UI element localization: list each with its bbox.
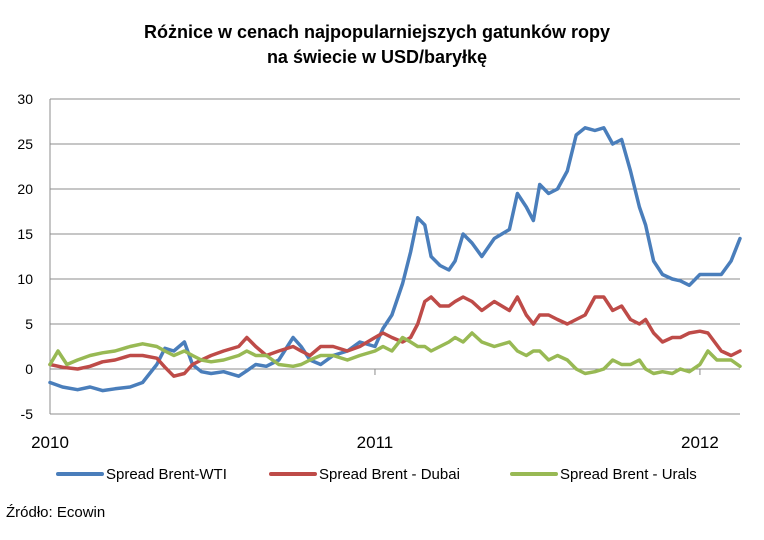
y-tick-label: 10	[17, 271, 33, 287]
series-line	[48, 295, 742, 378]
y-tick-label: 15	[17, 226, 33, 242]
y-tick-label: 5	[25, 316, 33, 332]
y-tick-label: 25	[17, 136, 33, 152]
y-axis-tick-labels: 30 25 20 15 10 5 0 -5	[17, 91, 33, 422]
series-line	[48, 126, 742, 393]
x-tick-label: 2012	[681, 433, 719, 452]
legend-label: Spread Brent - Dubai	[319, 466, 460, 483]
y-tick-label: 20	[17, 181, 33, 197]
chart-title-line-2: na świecie w USD/baryłkę	[267, 47, 487, 67]
x-axis: 2010 2011 2012	[31, 368, 740, 452]
series-lines	[48, 126, 742, 393]
source-note: Źródło: Ecowin	[6, 504, 105, 521]
x-tick-label: 2010	[31, 433, 69, 452]
chart-title-line-1: Różnice w cenach najpopularniejszych gat…	[144, 22, 610, 42]
legend-label: Spread Brent-WTI	[106, 466, 227, 483]
legend-label: Spread Brent - Urals	[560, 466, 697, 483]
y-tick-label: 30	[17, 91, 33, 107]
y-tick-label: -5	[21, 406, 34, 422]
y-tick-label: 0	[25, 361, 33, 377]
series-line	[48, 331, 742, 376]
x-tick-label: 2011	[357, 433, 394, 452]
gridlines	[49, 98, 740, 415]
legend: Spread Brent-WTI Spread Brent - Dubai Spre…	[56, 466, 697, 483]
